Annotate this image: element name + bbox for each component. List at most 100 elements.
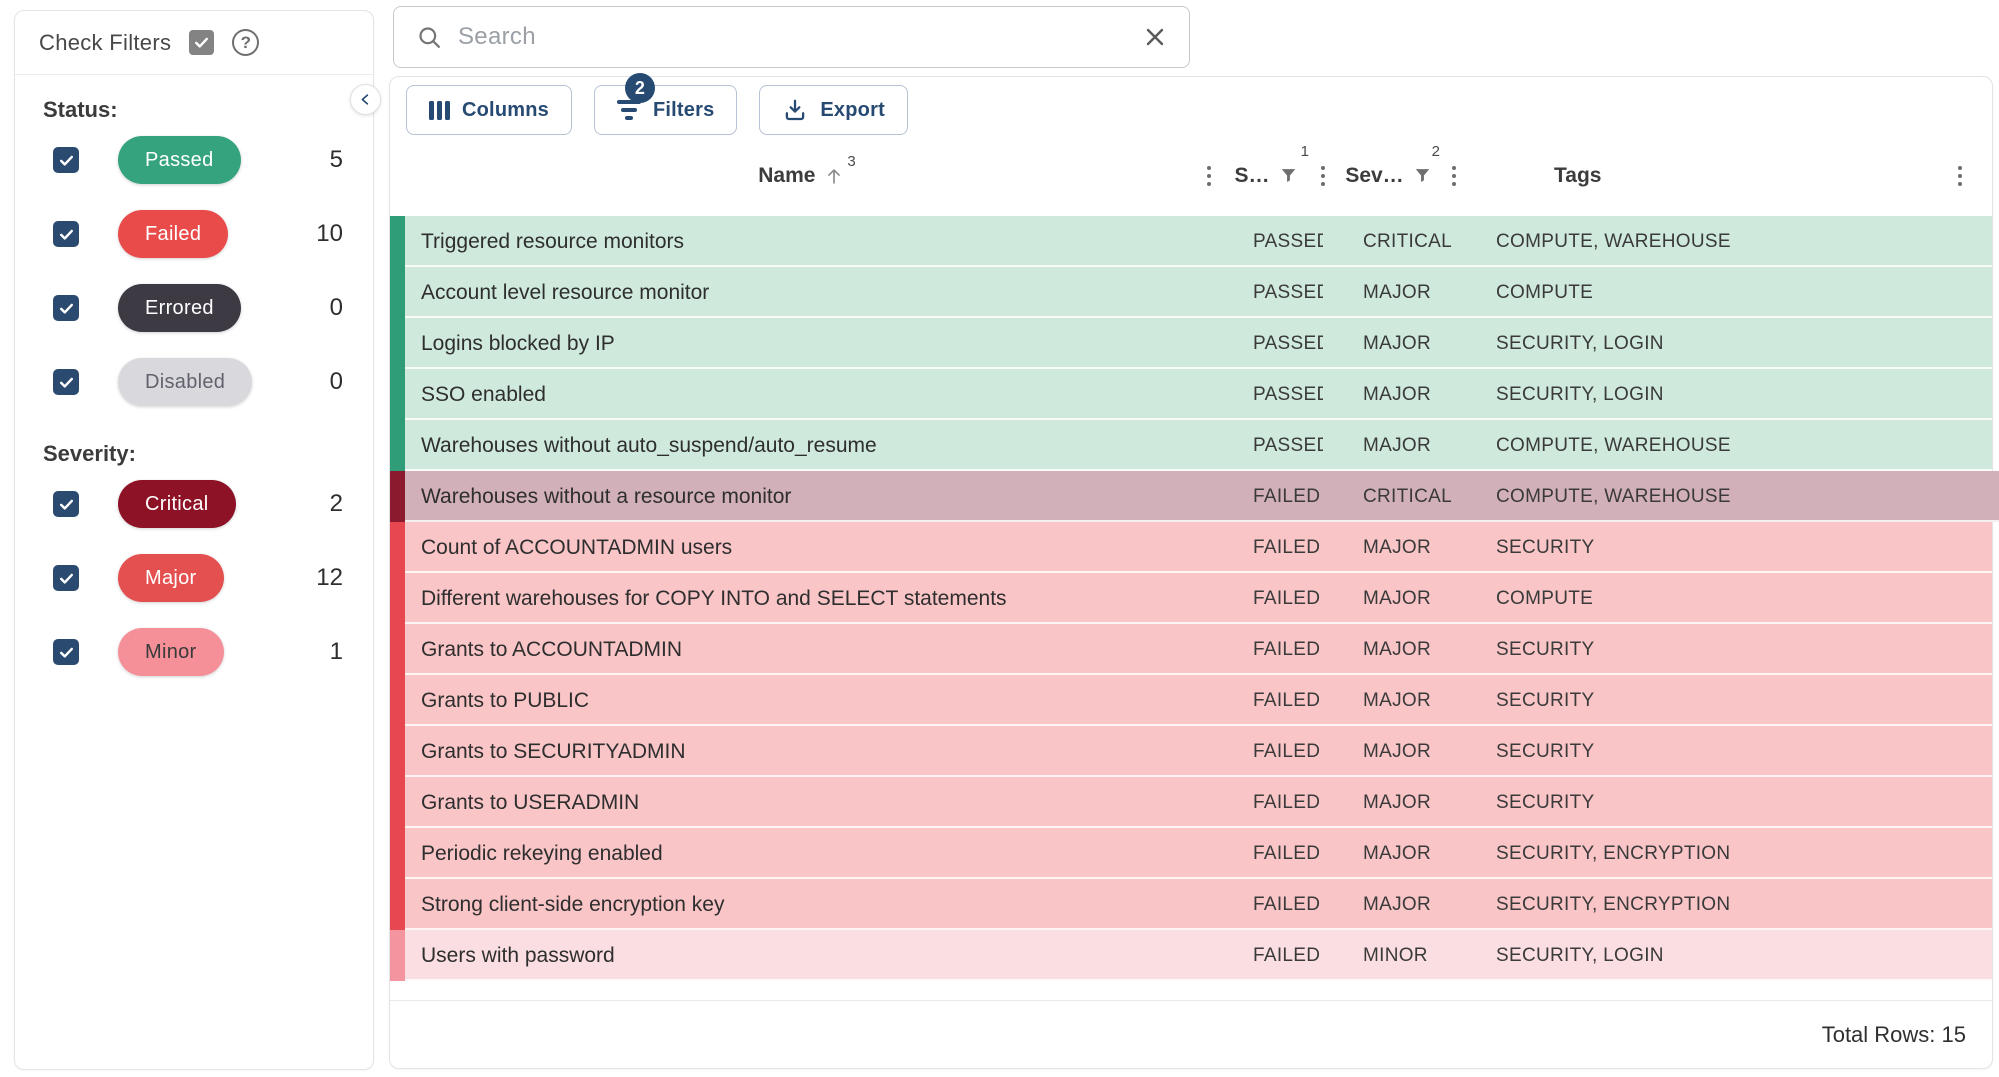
clear-search-icon[interactable] [1143,25,1167,49]
table-row[interactable]: Count of ACCOUNTADMIN users FAILED MAJOR… [390,522,1992,573]
table-header-row: Name 3 S… 1 Sev… 2 [390,135,1992,216]
filter-count: 1 [329,638,343,665]
filter-checkbox[interactable] [53,369,79,395]
severity-pill[interactable]: Major [118,554,224,602]
filters-button[interactable]: 2 Filters [593,73,738,135]
table-row[interactable]: Grants to ACCOUNTADMIN FAILED MAJOR SECU… [390,624,1992,675]
checkmark-icon [59,377,73,388]
cell-status: PASSED [1253,383,1323,405]
table-row[interactable]: Grants to PUBLIC FAILED MAJOR SECURITY [390,675,1992,726]
cell-severity: MAJOR [1363,536,1431,558]
table-row[interactable]: Grants to SECURITYADMIN FAILED MAJOR SEC… [390,726,1992,777]
table-row[interactable]: Different warehouses for COPY INTO and S… [390,573,1992,624]
cell-name: Grants to PUBLIC [421,688,590,712]
cell-name: Triggered resource monitors [421,229,684,253]
row-status-strip [390,624,405,675]
status-pill[interactable]: Disabled [118,358,253,406]
column-header-severity[interactable]: Sev… 2 [1323,135,1456,216]
filter-checkbox[interactable] [53,491,79,517]
filter-checkbox[interactable] [53,565,79,591]
status-pill[interactable]: Passed [118,136,241,184]
table-row[interactable]: Account level resource monitor PASSED MA… [390,267,1992,318]
sort-order-index: 1 [1300,143,1309,160]
status-pill[interactable]: Errored [118,284,241,332]
table-row[interactable]: Triggered resource monitors PASSED CRITI… [390,216,1992,267]
filter-funnel-icon[interactable] [1279,166,1298,185]
table-row[interactable]: Grants to USERADMIN FAILED MAJOR SECURIT… [390,777,1992,828]
cell-severity: CRITICAL [1363,230,1452,252]
table-toolbar: Columns 2 Filters Export [406,73,1992,135]
column-header-tags-label: Tags [1554,163,1602,187]
search-placeholder: Search [458,23,536,50]
cell-tags: SECURITY [1496,536,1595,558]
cell-status: FAILED [1253,536,1321,558]
help-icon[interactable]: ? [232,29,260,56]
check-filters-master-checkbox[interactable] [189,30,215,55]
checkmark-icon [59,573,73,584]
filter-checkbox[interactable] [53,295,79,321]
table-row[interactable]: Users with password FAILED MINOR SECURIT… [390,930,1992,981]
cell-status: PASSED [1253,332,1323,354]
severity-filter-row: Minor 1 [15,615,373,689]
severity-filter-row: Critical 2 [15,467,373,541]
strip-spacer [390,135,405,216]
status-section-label: Status: [43,97,118,122]
cell-severity: MAJOR [1363,587,1431,609]
column-header-status[interactable]: S… 1 [1209,135,1325,216]
cell-name: Grants to ACCOUNTADMIN [421,637,682,661]
checkmark-icon [59,499,73,510]
row-status-strip [390,573,405,624]
column-menu-icon[interactable] [1317,162,1329,190]
cell-tags: COMPUTE, WAREHOUSE [1496,434,1731,456]
cell-name: Grants to USERADMIN [421,790,640,814]
column-header-name-label: Name [758,163,816,187]
export-button[interactable]: Export [759,85,908,135]
search-input[interactable]: Search [393,6,1190,68]
checkmark-icon [59,303,73,314]
column-header-severity-label: Sev… [1345,163,1404,187]
table-row[interactable]: Logins blocked by IP PASSED MAJOR SECURI… [390,318,1992,369]
checkmark-icon [59,229,73,240]
cell-severity: MAJOR [1363,281,1431,303]
cell-severity: MAJOR [1363,383,1431,405]
severity-pill[interactable]: Critical [118,480,236,528]
column-menu-icon[interactable] [1203,162,1215,190]
table-row[interactable]: Warehouses without a resource monitor FA… [390,471,1999,522]
filters-button-label: Filters [652,98,715,121]
table-row[interactable]: Periodic rekeying enabled FAILED MAJOR S… [390,828,1992,879]
columns-button[interactable]: Columns [406,85,572,135]
cell-status: PASSED [1253,434,1323,456]
filter-checkbox[interactable] [53,147,79,173]
export-download-icon [786,99,805,121]
row-status-strip [390,267,405,318]
filter-checkbox[interactable] [53,221,79,247]
table-row[interactable]: Warehouses without auto_suspend/auto_res… [390,420,1992,471]
collapse-sidebar-button[interactable] [350,84,381,115]
row-status-strip [390,318,405,369]
table-row[interactable]: SSO enabled PASSED MAJOR SECURITY, LOGIN [390,369,1992,420]
cell-name: Account level resource monitor [421,280,710,304]
sort-ascending-icon[interactable] [823,165,845,187]
column-header-status-label: S… [1234,163,1270,187]
severity-section-label: Severity: [43,441,136,466]
status-pill[interactable]: Failed [118,210,229,258]
cell-name: SSO enabled [421,382,546,406]
column-header-tags[interactable]: Tags [1454,135,1992,216]
column-menu-icon[interactable] [1954,162,1966,190]
severity-pill[interactable]: Minor [118,628,224,676]
filter-checkbox[interactable] [53,639,79,665]
cell-tags: SECURITY [1496,740,1595,762]
column-header-name[interactable]: Name 3 [405,135,1211,216]
table-row[interactable]: Strong client-side encryption key FAILED… [390,879,1992,930]
status-filter-row: Passed 5 [15,123,373,197]
checks-table-card: Columns 2 Filters Export Name [389,73,1999,1069]
cell-tags: SECURITY [1496,791,1595,813]
filter-count: 5 [329,146,343,173]
checkmark-icon [195,37,209,48]
column-menu-icon[interactable] [1448,162,1460,190]
cell-name: Users with password [421,943,615,967]
filter-funnel-icon[interactable] [1413,166,1432,185]
cell-severity: MAJOR [1363,893,1431,915]
cell-tags: SECURITY, LOGIN [1496,332,1664,354]
